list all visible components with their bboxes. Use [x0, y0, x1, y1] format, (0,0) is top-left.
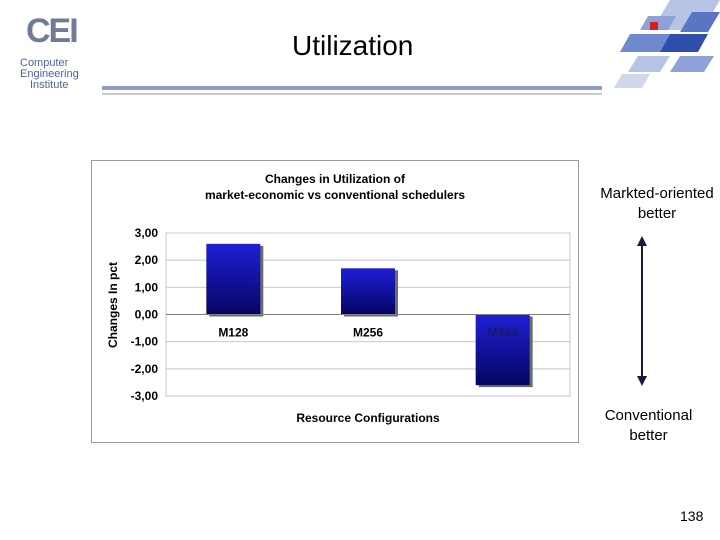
title-rule [102, 86, 602, 90]
page-number: 138 [680, 508, 704, 524]
y-tick-label: -3,00 [131, 389, 159, 403]
chart-title-line-2: market-economic vs conventional schedule… [205, 188, 465, 202]
conventional-note-line-1: Conventional [604, 407, 693, 424]
category-label-m128: M128 [218, 326, 248, 340]
y-axis-label: Changes In pct [106, 262, 120, 348]
x-axis-label: Resource Configurations [296, 411, 440, 425]
y-tick-label: 0,00 [135, 308, 159, 322]
double-headed-arrow-icon [637, 236, 647, 386]
cei-logo: CEI Computer Engineering Institute [20, 10, 90, 92]
market-oriented-note-line-1: Markted-oriented [600, 185, 714, 202]
y-tick-label: 1,00 [135, 280, 159, 294]
logo-line-engineering: Engineering [20, 68, 79, 80]
chart-title-line-1: Changes in Utilization of [265, 172, 406, 186]
corner-decoration [614, 0, 720, 88]
logo-line-institute: Institute [30, 79, 69, 91]
market-oriented-note-line-2: better [637, 205, 677, 222]
y-tick-label: 2,00 [135, 253, 159, 267]
logo-line-computer: Computer [20, 57, 69, 69]
bar-m128 [206, 243, 261, 315]
category-label-m256: M256 [353, 326, 383, 340]
bar-m256 [341, 268, 395, 315]
utilization-chart: Changes in Utilization of market-economi… [91, 160, 579, 443]
bars [166, 243, 570, 388]
y-tick-label: 3,00 [135, 226, 159, 240]
bar-m384 [475, 314, 530, 386]
conventional-note-line-2: better [629, 427, 668, 444]
page-title: Utilization [292, 30, 414, 61]
market-oriented-note: Markted-oriented better [592, 184, 720, 224]
conventional-note: Conventional better [586, 406, 711, 446]
y-tick-label: -1,00 [131, 335, 159, 349]
y-axis-ticks: 3,00 2,00 1,00 0,00 -1,00 -2,00 -3,00 [131, 226, 159, 403]
title-rule-thin [102, 93, 602, 95]
logo-mark: CEI [26, 12, 79, 50]
category-labels: M128 M256 M384 [218, 326, 518, 340]
category-label-m384: M384 [488, 326, 518, 340]
y-tick-label: -2,00 [131, 362, 159, 376]
